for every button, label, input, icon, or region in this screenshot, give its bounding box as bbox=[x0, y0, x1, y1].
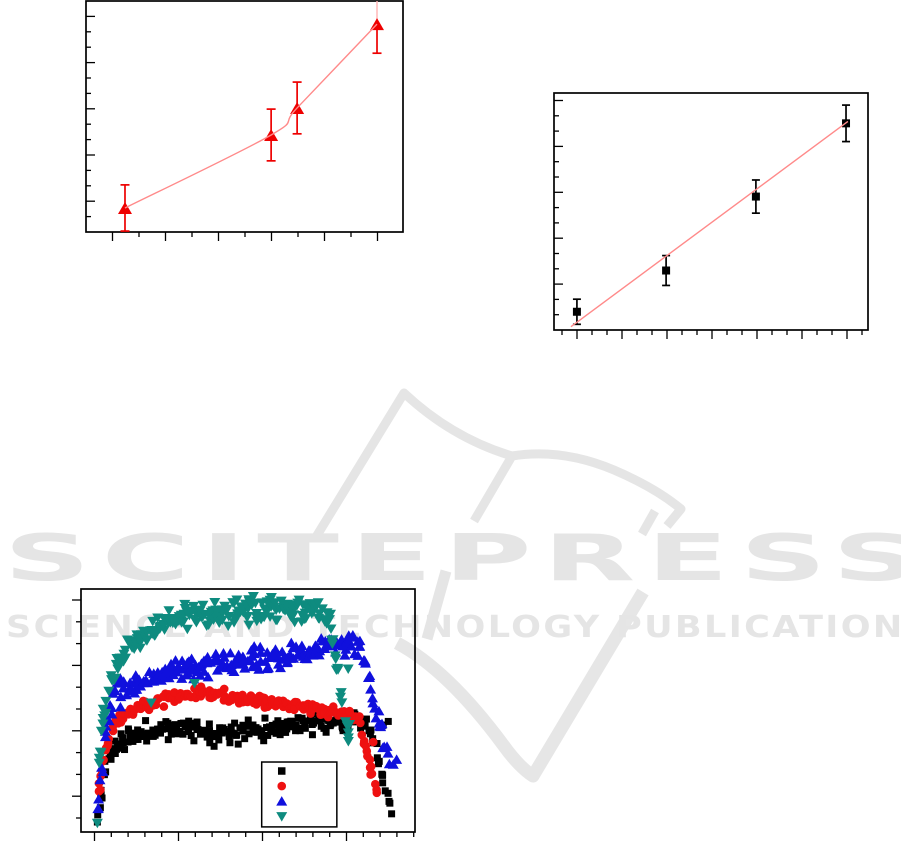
slash-mark-icon bbox=[638, 508, 659, 537]
figure-bottom-left bbox=[72, 588, 416, 841]
open-book-logo-icon bbox=[312, 388, 686, 540]
figure-top-right bbox=[553, 92, 869, 339]
brand-watermark-text: SCITEPRESS bbox=[4, 519, 901, 596]
swoosh-checkmark-icon bbox=[393, 588, 649, 783]
slash-mark-icon bbox=[421, 569, 452, 641]
figure-top-left bbox=[85, 0, 404, 241]
